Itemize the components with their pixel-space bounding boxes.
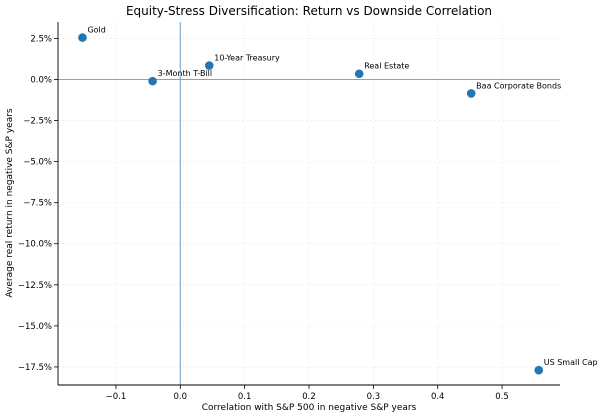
data-point (466, 89, 476, 98)
x-tick-label: 0.0 (174, 392, 188, 402)
x-tick-label: 0.1 (238, 392, 252, 402)
x-tick-label: 0.3 (367, 392, 381, 402)
y-ticks: 2.5% 0.0% −2.5% −5.0% −7.5% −10.0% −12.5% −15.0… (18, 34, 58, 373)
y-tick-label: −5.0% (23, 158, 52, 168)
y-tick-label: −15.0% (18, 322, 52, 332)
x-tick-label: −0.1 (106, 392, 127, 402)
x-tick-label: 0.2 (302, 392, 316, 402)
reference-lines (58, 22, 560, 385)
data-point-label: 3-Month T-Bill (158, 69, 213, 78)
y-tick-label: −10.0% (18, 240, 52, 250)
data-point-label: Real Estate (364, 62, 409, 71)
x-ticks: −0.1 0.0 0.1 0.2 0.3 0.4 0.5 (106, 385, 509, 402)
data-point-label: 10-Year Treasury (214, 54, 280, 63)
y-tick-label: −17.5% (18, 363, 52, 373)
y-tick-label: −7.5% (23, 199, 52, 209)
y-tick-label: 0.0% (30, 75, 52, 85)
data-point (78, 33, 87, 42)
y-tick-label: −2.5% (23, 117, 52, 127)
y-tick-label: −12.5% (18, 281, 52, 291)
data-point (534, 365, 544, 375)
data-point-label: Gold (87, 26, 105, 35)
x-tick-label: 0.4 (431, 392, 445, 402)
data-point-label: Baa Corporate Bonds (476, 81, 561, 90)
chart-title: Equity-Stress Diversification: Return vs… (126, 4, 492, 18)
y-tick-label: 2.5% (30, 34, 52, 44)
x-tick-label: 0.5 (495, 392, 509, 402)
data-point (354, 69, 364, 79)
grid-layer (58, 22, 560, 385)
x-axis-label: Correlation with S&P 500 in negative S&P… (202, 403, 417, 413)
y-axis-label: Average real return in negative S&P year… (5, 108, 15, 298)
data-point (148, 76, 157, 86)
data-point (204, 61, 214, 70)
data-point-label: US Small Cap (544, 358, 598, 367)
